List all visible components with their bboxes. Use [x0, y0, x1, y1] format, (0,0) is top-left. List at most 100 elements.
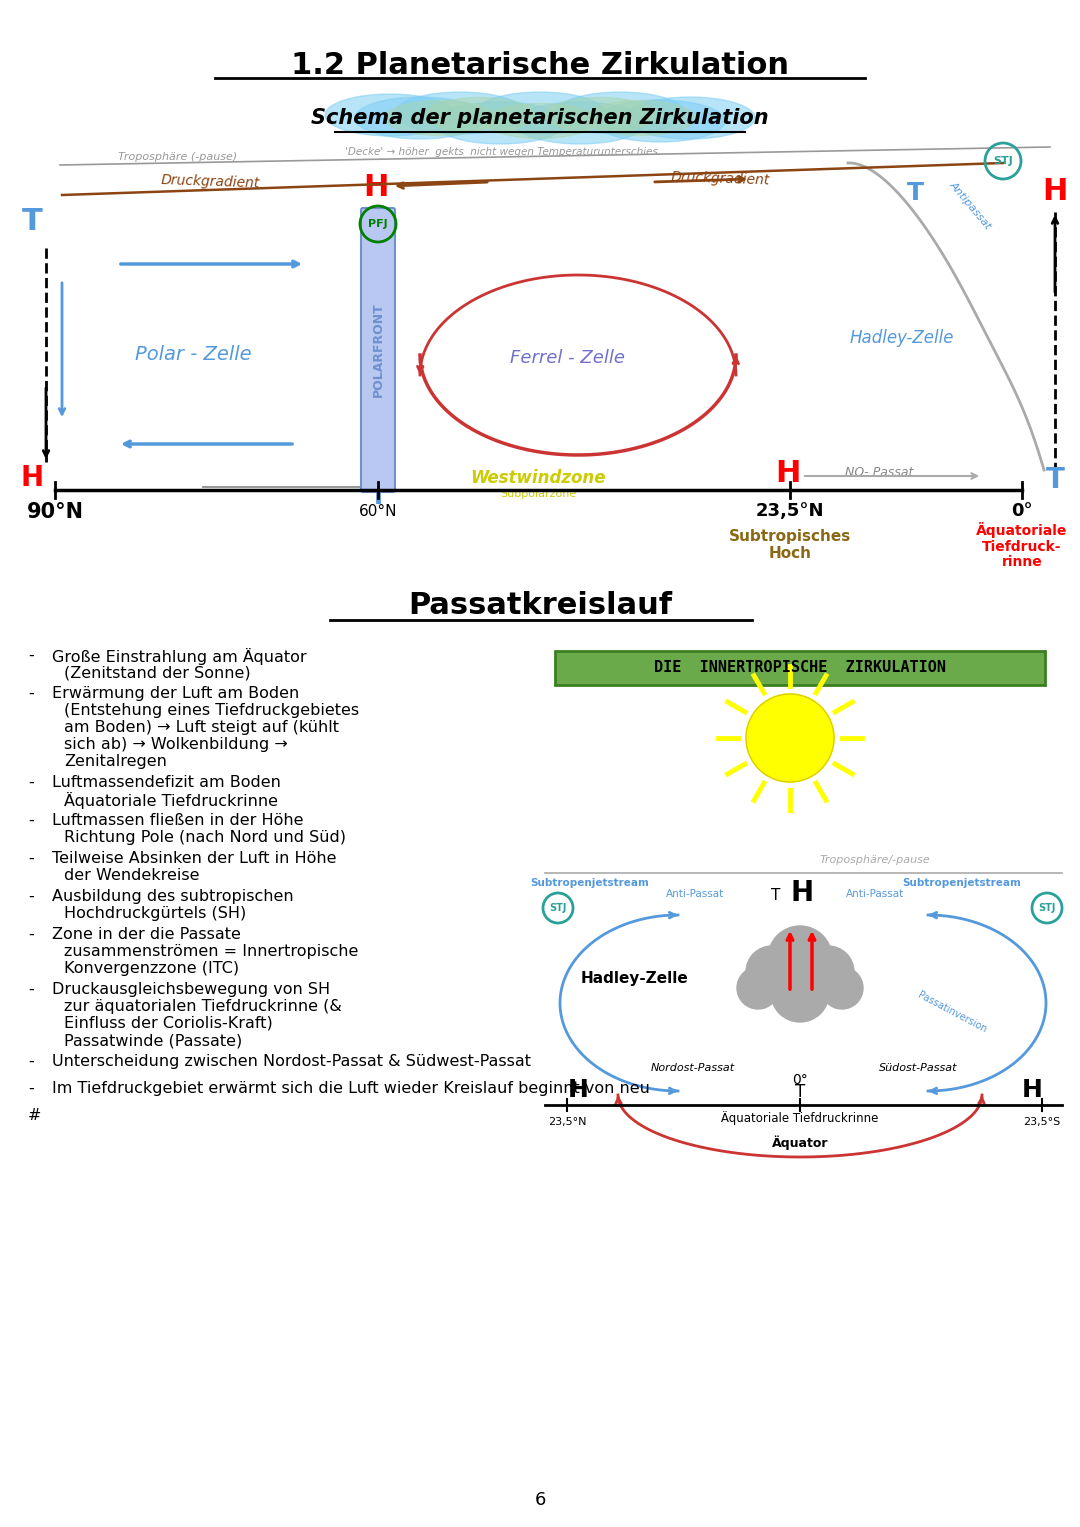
Text: -: -	[28, 647, 33, 663]
Text: -: -	[28, 851, 33, 866]
Text: 0°: 0°	[792, 1073, 808, 1087]
Text: Hadley-Zelle: Hadley-Zelle	[850, 328, 955, 347]
Text: Druckgradient: Druckgradient	[160, 173, 260, 191]
Circle shape	[737, 967, 779, 1009]
Text: H: H	[363, 173, 389, 202]
Text: Subtropenjetstream: Subtropenjetstream	[903, 878, 1022, 889]
Text: Subtropenjetstream: Subtropenjetstream	[530, 878, 649, 889]
Text: Ausbildung des subtropischen: Ausbildung des subtropischen	[52, 889, 294, 904]
Text: Unterscheidung zwischen Nordost-Passat & Südwest-Passat: Unterscheidung zwischen Nordost-Passat &…	[52, 1054, 531, 1069]
Text: H: H	[568, 1078, 589, 1102]
Text: Äquatoriale Tiefdruckrinne: Äquatoriale Tiefdruckrinne	[64, 793, 278, 809]
Ellipse shape	[545, 98, 654, 133]
Text: H: H	[1042, 177, 1068, 206]
Text: Luftmassendefizit am Boden: Luftmassendefizit am Boden	[52, 776, 281, 789]
Text: -: -	[28, 812, 33, 828]
Ellipse shape	[475, 92, 605, 134]
Text: Troposphäre/-pause: Troposphäre/-pause	[820, 855, 930, 864]
Text: #: #	[28, 1109, 41, 1124]
Text: Zone in der die Passate: Zone in der die Passate	[52, 927, 241, 942]
Text: 'Decke' → höher  gekts  nicht wegen Temperaturunterschies: 'Decke' → höher gekts nicht wegen Temper…	[345, 147, 658, 157]
Text: Hoch: Hoch	[769, 547, 811, 560]
Text: Subpolarzone: Subpolarzone	[500, 489, 576, 499]
Text: Äquator: Äquator	[772, 1136, 828, 1150]
Text: T: T	[1045, 466, 1065, 495]
Text: STJ: STJ	[550, 902, 567, 913]
FancyBboxPatch shape	[555, 651, 1045, 686]
Text: Anti-Passat: Anti-Passat	[846, 889, 904, 899]
Text: -: -	[28, 927, 33, 942]
Circle shape	[821, 967, 863, 1009]
Text: Im Tiefdruckgebiet erwärmt sich die Luft wieder Kreislauf beginnt von neu: Im Tiefdruckgebiet erwärmt sich die Luft…	[52, 1081, 650, 1096]
Text: Passatwinde (Passate): Passatwinde (Passate)	[64, 1032, 242, 1048]
Text: Troposphäre (-pause): Troposphäre (-pause)	[118, 153, 238, 162]
Text: T: T	[22, 208, 42, 237]
Text: T: T	[906, 182, 923, 205]
Ellipse shape	[395, 92, 525, 134]
Text: Antipassat: Antipassat	[948, 179, 994, 231]
Ellipse shape	[585, 101, 696, 136]
Text: der Wendekreise: der Wendekreise	[64, 867, 200, 883]
Text: Ferrel - Zelle: Ferrel - Zelle	[511, 350, 625, 366]
Text: Einfluss der Coriolis-Kraft): Einfluss der Coriolis-Kraft)	[64, 1015, 273, 1031]
Text: Südost-Passat: Südost-Passat	[879, 1063, 957, 1073]
Text: 0°: 0°	[1011, 502, 1032, 521]
Text: 60°N: 60°N	[359, 504, 397, 519]
Text: Konvergenzzone (ITC): Konvergenzzone (ITC)	[64, 960, 239, 976]
Circle shape	[771, 964, 829, 1022]
Text: Schema der planetarischen Zirkulation: Schema der planetarischen Zirkulation	[311, 108, 769, 128]
Text: 23,5°N: 23,5°N	[548, 1116, 586, 1127]
Text: T: T	[795, 1083, 805, 1101]
Text: 23,5°S: 23,5°S	[1024, 1116, 1061, 1127]
Text: -: -	[28, 686, 33, 701]
Ellipse shape	[515, 102, 645, 144]
Text: Luftmassen fließen in der Höhe: Luftmassen fließen in der Höhe	[52, 812, 303, 828]
Ellipse shape	[325, 95, 455, 136]
Text: Anti-Passat: Anti-Passat	[666, 889, 724, 899]
Text: 6: 6	[535, 1490, 545, 1509]
Text: Subtropisches: Subtropisches	[729, 528, 851, 544]
Circle shape	[768, 925, 832, 989]
Ellipse shape	[355, 98, 485, 139]
Ellipse shape	[426, 98, 535, 133]
Text: STJ: STJ	[994, 156, 1013, 166]
Text: (Zenitstand der Sonne): (Zenitstand der Sonne)	[64, 664, 251, 680]
Text: Nordost-Passat: Nordost-Passat	[651, 1063, 735, 1073]
Text: Druckgradient: Druckgradient	[671, 171, 770, 188]
Text: Zenitalregen: Zenitalregen	[64, 754, 167, 770]
Text: -: -	[28, 982, 33, 997]
Text: 1.2 Planetarische Zirkulation: 1.2 Planetarische Zirkulation	[291, 50, 789, 79]
Text: sich ab) → Wolkenbildung →: sich ab) → Wolkenbildung →	[64, 738, 287, 751]
Text: H: H	[775, 458, 800, 487]
Ellipse shape	[435, 102, 565, 144]
Text: DIE  INNERTROPISCHE  ZIRKULATION: DIE INNERTROPISCHE ZIRKULATION	[654, 661, 946, 675]
Text: T: T	[369, 486, 387, 508]
Text: 23,5°N: 23,5°N	[756, 502, 824, 521]
FancyBboxPatch shape	[361, 208, 395, 492]
Text: rinne: rinne	[1001, 554, 1042, 570]
Ellipse shape	[555, 92, 685, 134]
Text: -: -	[28, 889, 33, 904]
Text: T: T	[771, 887, 781, 902]
Text: -: -	[28, 1081, 33, 1096]
Text: NO- Passat: NO- Passat	[845, 467, 914, 479]
Text: Passatinversion: Passatinversion	[916, 989, 988, 1034]
Text: Große Einstrahlung am Äquator: Große Einstrahlung am Äquator	[52, 647, 307, 666]
Text: Tiefdruck-: Tiefdruck-	[982, 541, 1062, 554]
Text: Polar - Zelle: Polar - Zelle	[135, 345, 252, 363]
Text: Erwärmung der Luft am Boden: Erwärmung der Luft am Boden	[52, 686, 299, 701]
Circle shape	[746, 693, 834, 782]
Text: H: H	[791, 880, 813, 907]
Text: Westwindzone: Westwindzone	[470, 469, 606, 487]
Ellipse shape	[625, 98, 755, 139]
Text: PFJ: PFJ	[368, 218, 388, 229]
Text: Äquatoriale Tiefdruckrinne: Äquatoriale Tiefdruckrinne	[721, 1112, 879, 1125]
Text: STJ: STJ	[1038, 902, 1055, 913]
Text: POLARFRONT: POLARFRONT	[372, 302, 384, 397]
Text: Richtung Pole (nach Nord und Süd): Richtung Pole (nach Nord und Süd)	[64, 831, 346, 844]
Text: Druckausgleichsbewegung von SH: Druckausgleichsbewegung von SH	[52, 982, 330, 997]
Text: (Entstehung eines Tiefdruckgebietes: (Entstehung eines Tiefdruckgebietes	[64, 702, 360, 718]
Text: Teilweise Absinken der Luft in Höhe: Teilweise Absinken der Luft in Höhe	[52, 851, 337, 866]
Text: am Boden) → Luft steigt auf (kühlt: am Boden) → Luft steigt auf (kühlt	[64, 721, 339, 734]
Text: Hadley-Zelle: Hadley-Zelle	[581, 971, 689, 985]
